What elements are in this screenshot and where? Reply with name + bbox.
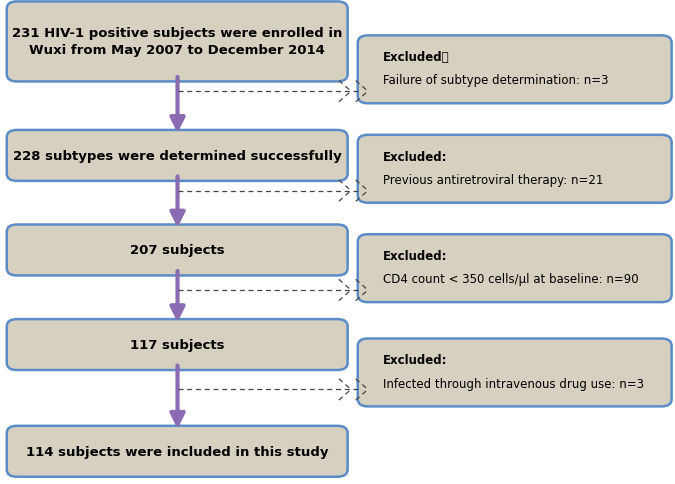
FancyBboxPatch shape xyxy=(7,426,348,477)
FancyBboxPatch shape xyxy=(7,225,348,276)
FancyBboxPatch shape xyxy=(358,36,672,104)
FancyBboxPatch shape xyxy=(358,136,672,203)
Text: Excluded：: Excluded： xyxy=(383,51,450,64)
Text: 228 subtypes were determined successfully: 228 subtypes were determined successfull… xyxy=(13,150,342,163)
Text: Excluded:: Excluded: xyxy=(383,354,448,366)
Text: 231 HIV-1 positive subjects were enrolled in
Wuxi from May 2007 to December 2014: 231 HIV-1 positive subjects were enrolle… xyxy=(12,28,342,57)
FancyBboxPatch shape xyxy=(358,235,672,302)
Text: Excluded:: Excluded: xyxy=(383,250,448,262)
FancyBboxPatch shape xyxy=(358,339,672,407)
Text: Infected through intravenous drug use: n=3: Infected through intravenous drug use: n… xyxy=(383,377,644,390)
Text: CD4 count < 350 cells/μl at baseline: n=90: CD4 count < 350 cells/μl at baseline: n=… xyxy=(383,273,639,286)
Text: 114 subjects were included in this study: 114 subjects were included in this study xyxy=(26,445,329,458)
Text: Previous antiretroviral therapy: n=21: Previous antiretroviral therapy: n=21 xyxy=(383,174,603,186)
FancyBboxPatch shape xyxy=(7,131,348,182)
Text: Failure of subtype determination: n=3: Failure of subtype determination: n=3 xyxy=(383,75,608,87)
Text: 117 subjects: 117 subjects xyxy=(130,338,224,351)
Text: 207 subjects: 207 subjects xyxy=(130,244,225,257)
FancyBboxPatch shape xyxy=(7,319,348,370)
Text: Excluded:: Excluded: xyxy=(383,151,448,163)
FancyBboxPatch shape xyxy=(7,2,348,82)
